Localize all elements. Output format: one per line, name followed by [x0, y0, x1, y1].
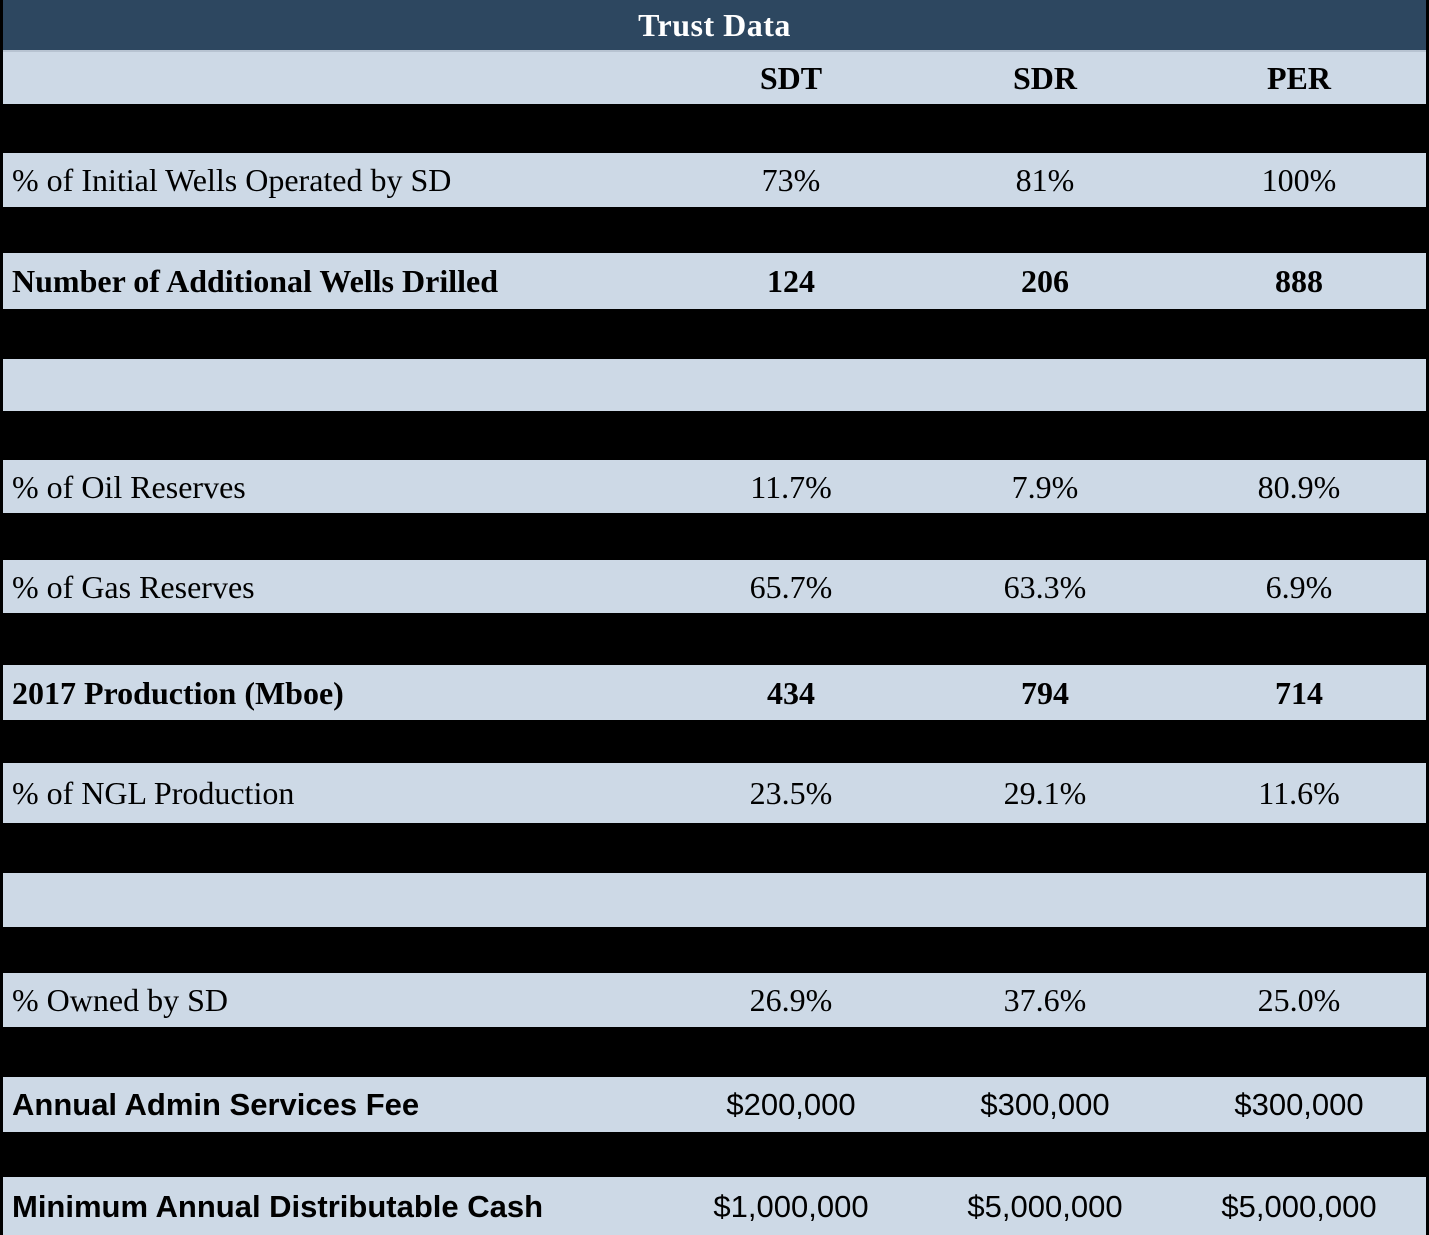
- cell-value: 81%: [1015, 162, 1075, 198]
- row-label: % of NGL Production: [12, 775, 295, 811]
- cell-value: 7.9%: [1011, 468, 1079, 505]
- cell-value: $5,000,000: [1221, 1188, 1377, 1224]
- row-label: 2017 Production (Mboe): [12, 674, 344, 711]
- redacted-row: [3, 1132, 1426, 1177]
- cell-value: 73%: [761, 162, 821, 198]
- row-label: % Owned by SD: [12, 982, 228, 1018]
- row-label: % of Oil Reserves: [12, 468, 246, 505]
- cell-value: $1,000,000: [713, 1188, 869, 1224]
- empty-row: [3, 873, 1426, 927]
- table-row-ngl-production: % of NGL Production 23.5% 29.1% 11.6%: [3, 763, 1426, 823]
- cell-value: 25.0%: [1257, 982, 1341, 1018]
- cell-value: 29.1%: [1003, 775, 1087, 811]
- row-label: Annual Admin Services Fee: [12, 1087, 420, 1122]
- cell-value: 80.9%: [1257, 468, 1341, 505]
- cell-value: 794: [1021, 674, 1069, 711]
- row-label: % of Gas Reserves: [12, 568, 255, 605]
- table-title-row: Trust Data: [3, 0, 1426, 52]
- cell-value: 888: [1275, 263, 1323, 299]
- redacted-row: [3, 823, 1426, 873]
- table-row-additional-wells: Number of Additional Wells Drilled 124 2…: [3, 253, 1426, 309]
- cell-value: 11.6%: [1258, 775, 1340, 811]
- table-row-oil-reserves: % of Oil Reserves 11.7% 7.9% 80.9%: [3, 460, 1426, 513]
- table-row-gas-reserves: % of Gas Reserves 65.7% 63.3% 6.9%: [3, 560, 1426, 613]
- cell-value: $300,000: [1234, 1087, 1364, 1122]
- redacted-row: [3, 513, 1426, 560]
- row-label: % of Initial Wells Operated by SD: [12, 162, 452, 198]
- column-header-per: PER: [1267, 60, 1331, 96]
- cell-value: $300,000: [980, 1087, 1110, 1122]
- column-header-row: SDT SDR PER: [3, 52, 1426, 104]
- row-label: Number of Additional Wells Drilled: [12, 263, 498, 299]
- column-header-sdt: SDT: [759, 60, 823, 96]
- redacted-row: [3, 927, 1426, 973]
- cell-value: 124: [767, 263, 815, 299]
- cell-value: 63.3%: [1003, 568, 1087, 605]
- table-row-initial-wells: % of Initial Wells Operated by SD 73% 81…: [3, 153, 1426, 207]
- table-row-min-distributable-cash: Minimum Annual Distributable Cash $1,000…: [3, 1177, 1426, 1235]
- redacted-row: [3, 411, 1426, 460]
- cell-value: 11.7%: [750, 468, 832, 505]
- redacted-row: [3, 309, 1426, 359]
- column-header-sdr: SDR: [1012, 60, 1077, 96]
- table-row-2017-production: 2017 Production (Mboe) 434 794 714: [3, 665, 1426, 720]
- table-row-owned-by-sd: % Owned by SD 26.9% 37.6% 25.0%: [3, 973, 1426, 1027]
- cell-value: 714: [1275, 674, 1323, 711]
- cell-value: 37.6%: [1003, 982, 1087, 1018]
- table-title: Trust Data: [638, 6, 791, 43]
- cell-value: 65.7%: [749, 568, 833, 605]
- cell-value: $200,000: [726, 1087, 856, 1122]
- empty-row: [3, 359, 1426, 411]
- cell-value: 23.5%: [749, 775, 833, 811]
- cell-value: 434: [767, 674, 815, 711]
- table-row-admin-fee: Annual Admin Services Fee $200,000 $300,…: [3, 1077, 1426, 1132]
- cell-value: 26.9%: [749, 982, 833, 1018]
- cell-value: 100%: [1261, 162, 1337, 198]
- redacted-row: [3, 613, 1426, 665]
- redacted-row: [3, 207, 1426, 253]
- cell-value: 206: [1021, 263, 1069, 299]
- redacted-row: [3, 104, 1426, 153]
- cell-value: 6.9%: [1265, 568, 1333, 605]
- cell-value: $5,000,000: [967, 1188, 1123, 1224]
- redacted-row: [3, 1027, 1426, 1077]
- row-label: Minimum Annual Distributable Cash: [12, 1188, 544, 1224]
- redacted-row: [3, 720, 1426, 763]
